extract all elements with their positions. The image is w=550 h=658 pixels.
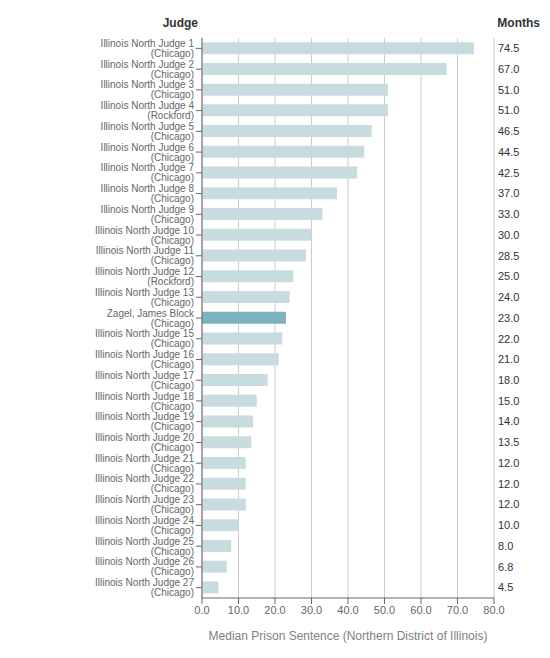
svg-text:24.0: 24.0 (498, 291, 519, 303)
svg-text:Illinois North Judge 12(Rockfo: Illinois North Judge 12(Rockford) (95, 266, 194, 287)
svg-text:23.0: 23.0 (498, 312, 519, 324)
svg-text:12.0: 12.0 (498, 457, 519, 469)
svg-text:Illinois North Judge 3(Chicago: Illinois North Judge 3(Chicago) (101, 79, 195, 100)
svg-text:Illinois North Judge 5(Chicago: Illinois North Judge 5(Chicago) (101, 121, 195, 142)
svg-text:10.0: 10.0 (498, 519, 519, 531)
svg-text:Illinois North Judge 9(Chicago: Illinois North Judge 9(Chicago) (101, 204, 195, 225)
svg-text:Illinois North Judge 25(Chicag: Illinois North Judge 25(Chicago) (95, 536, 194, 557)
svg-text:13.5: 13.5 (498, 436, 519, 448)
svg-text:Illinois North Judge 24(Chicag: Illinois North Judge 24(Chicago) (95, 515, 194, 536)
svg-text:Illinois North Judge 11(Chicag: Illinois North Judge 11(Chicago) (96, 245, 195, 266)
svg-text:Illinois North Judge 15(Chicag: Illinois North Judge 15(Chicago) (95, 328, 194, 349)
svg-text:51.0: 51.0 (498, 84, 519, 96)
svg-text:Illinois North Judge 22(Chicag: Illinois North Judge 22(Chicago) (95, 473, 194, 494)
svg-text:15.0: 15.0 (498, 395, 519, 407)
svg-text:50.0: 50.0 (374, 604, 395, 616)
svg-text:12.0: 12.0 (498, 478, 519, 490)
svg-text:Illinois North Judge 4(Rockfor: Illinois North Judge 4(Rockford) (101, 100, 195, 121)
svg-text:22.0: 22.0 (498, 333, 519, 345)
svg-text:20.0: 20.0 (264, 604, 285, 616)
svg-text:Median Prison Sentence (Northe: Median Prison Sentence (Northern Distric… (209, 629, 488, 643)
svg-text:Zagel, James Block(Chicago): Zagel, James Block(Chicago) (107, 308, 195, 329)
svg-text:Illinois North Judge 27(Chicag: Illinois North Judge 27(Chicago) (95, 577, 194, 598)
svg-text:8.0: 8.0 (498, 540, 513, 552)
svg-text:40.0: 40.0 (337, 604, 358, 616)
svg-text:Illinois North Judge 20(Chicag: Illinois North Judge 20(Chicago) (95, 432, 194, 453)
svg-text:25.0: 25.0 (498, 270, 519, 282)
svg-text:21.0: 21.0 (498, 353, 519, 365)
svg-text:Illinois North Judge 8(Chicago: Illinois North Judge 8(Chicago) (101, 183, 195, 204)
svg-text:44.5: 44.5 (498, 146, 519, 158)
svg-text:14.0: 14.0 (498, 415, 519, 427)
svg-text:Illinois North Judge 19(Chicag: Illinois North Judge 19(Chicago) (95, 411, 194, 432)
svg-text:Illinois North Judge 7(Chicago: Illinois North Judge 7(Chicago) (101, 162, 195, 183)
svg-text:28.5: 28.5 (498, 250, 519, 262)
svg-text:74.5: 74.5 (498, 42, 519, 54)
svg-text:0.0: 0.0 (194, 604, 209, 616)
svg-text:Illinois North Judge 6(Chicago: Illinois North Judge 6(Chicago) (101, 142, 195, 163)
svg-text:Illinois North Judge 1(Chicago: Illinois North Judge 1(Chicago) (101, 38, 195, 59)
svg-text:10.0: 10.0 (228, 604, 249, 616)
svg-text:Illinois North Judge 10(Chicag: Illinois North Judge 10(Chicago) (95, 225, 194, 246)
svg-text:Illinois North Judge 16(Chicag: Illinois North Judge 16(Chicago) (95, 349, 194, 370)
svg-text:Illinois North Judge 18(Chicag: Illinois North Judge 18(Chicago) (95, 391, 194, 412)
svg-text:46.5: 46.5 (498, 125, 519, 137)
svg-text:6.8: 6.8 (498, 561, 513, 573)
svg-text:Illinois North Judge 2(Chicago: Illinois North Judge 2(Chicago) (101, 59, 195, 80)
svg-text:30.0: 30.0 (498, 229, 519, 241)
svg-text:33.0: 33.0 (498, 208, 519, 220)
svg-text:Illinois North Judge 21(Chicag: Illinois North Judge 21(Chicago) (95, 453, 194, 474)
svg-text:18.0: 18.0 (498, 374, 519, 386)
svg-text:Illinois North Judge 26(Chicag: Illinois North Judge 26(Chicago) (95, 556, 194, 577)
svg-text:Illinois North Judge 13(Chicag: Illinois North Judge 13(Chicago) (95, 287, 194, 308)
svg-text:37.0: 37.0 (498, 187, 519, 199)
svg-text:51.0: 51.0 (498, 104, 519, 116)
svg-text:60.0: 60.0 (410, 604, 431, 616)
html-text:Judge: Judge (162, 16, 198, 30)
svg-text:70.0: 70.0 (447, 604, 468, 616)
svg-text:Illinois North Judge 23(Chicag: Illinois North Judge 23(Chicago) (95, 494, 194, 515)
html-text:Months: Months (497, 16, 540, 30)
svg-text:42.5: 42.5 (498, 167, 519, 179)
svg-text:67.0: 67.0 (498, 63, 519, 75)
svg-text:80.0: 80.0 (483, 604, 504, 616)
svg-text:4.5: 4.5 (498, 581, 513, 593)
svg-text:30.0: 30.0 (301, 604, 322, 616)
svg-text:12.0: 12.0 (498, 498, 519, 510)
svg-text:Illinois North Judge 17(Chicag: Illinois North Judge 17(Chicago) (95, 370, 194, 391)
